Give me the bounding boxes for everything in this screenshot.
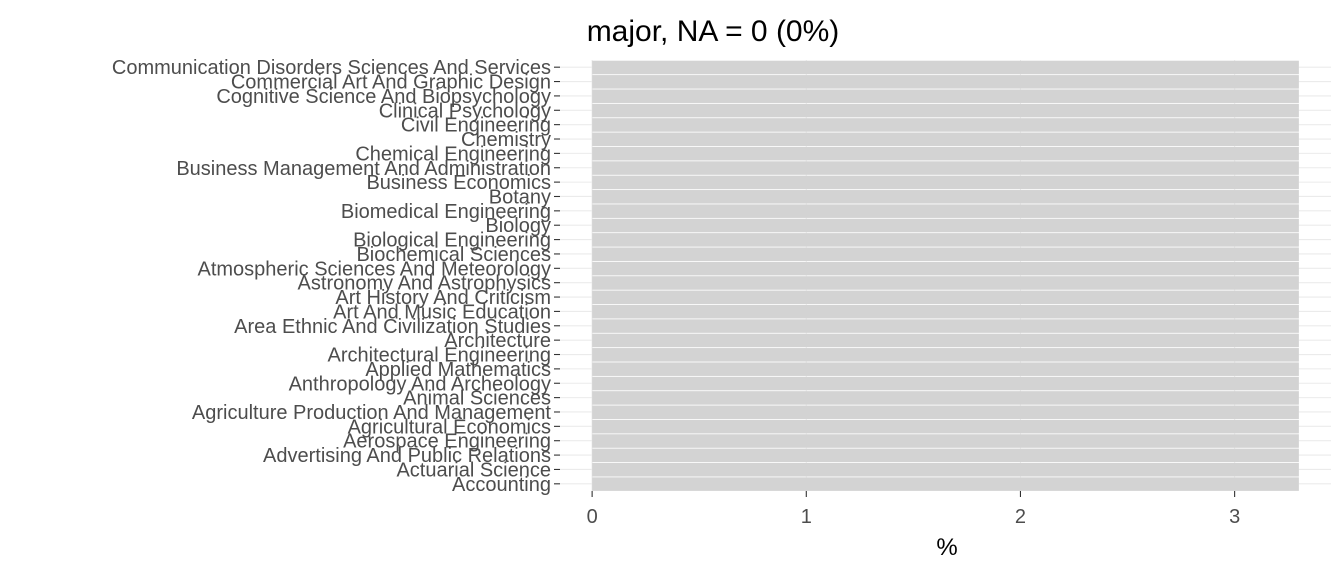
y-tick-label: Art And Music Education bbox=[333, 301, 551, 323]
y-tick-label: Business Management And Administration bbox=[176, 158, 551, 180]
y-tick-label: Atmospheric Sciences And Meteorology bbox=[197, 258, 551, 280]
x-tick-label: 0 bbox=[587, 506, 598, 528]
bar bbox=[592, 276, 1299, 290]
bar bbox=[592, 419, 1299, 434]
y-tick-label: Civil Engineering bbox=[401, 115, 551, 137]
bar bbox=[592, 462, 1299, 477]
bar bbox=[592, 118, 1299, 132]
y-tick-label: Clinical Psychology bbox=[379, 100, 551, 122]
bar bbox=[592, 362, 1299, 376]
bars-layer bbox=[592, 60, 1299, 491]
bar bbox=[592, 146, 1299, 161]
y-tick-label: Animal Sciences bbox=[403, 388, 551, 410]
bar bbox=[592, 304, 1299, 319]
bar bbox=[592, 190, 1299, 204]
y-tick-label: Actuarial Science bbox=[396, 459, 551, 481]
y-tick-label: Area Ethnic And Civilization Studies bbox=[234, 316, 551, 338]
bar bbox=[592, 175, 1299, 190]
bar bbox=[592, 391, 1299, 405]
y-tick-label: Accounting bbox=[452, 474, 551, 496]
y-tick-label: Architecture bbox=[444, 330, 551, 352]
y-tick-label: Biochemical Sciences bbox=[356, 244, 551, 266]
y-tick-label: Advertising And Public Relations bbox=[263, 445, 551, 467]
y-tick-label: Biomedical Engineering bbox=[341, 201, 551, 223]
y-tick-label: Art History And Criticism bbox=[335, 287, 551, 309]
x-tick-label: 1 bbox=[801, 506, 812, 528]
bar bbox=[592, 348, 1299, 362]
y-tick-label: Aerospace Engineering bbox=[343, 431, 551, 453]
bar bbox=[592, 60, 1299, 75]
bar bbox=[592, 132, 1299, 147]
bar bbox=[592, 319, 1299, 333]
y-tick-label: Anthropology And Archeology bbox=[289, 373, 551, 395]
y-tick-label: Chemical Engineering bbox=[355, 143, 551, 165]
y-tick-label: Communication Disorders Sciences And Ser… bbox=[112, 57, 551, 79]
y-tick-label: Applied Mathematics bbox=[365, 359, 551, 381]
y-tick-label: Botany bbox=[489, 186, 551, 208]
bar bbox=[592, 89, 1299, 103]
y-tick-label: Astronomy And Astrophysics bbox=[298, 273, 551, 295]
x-axis: 0 1 2 3 bbox=[587, 491, 1240, 528]
y-tick-label: Business Economics bbox=[366, 172, 551, 194]
bar bbox=[592, 405, 1299, 420]
y-tick-label: Biological Engineering bbox=[353, 230, 551, 252]
x-tick-label: 3 bbox=[1229, 506, 1240, 528]
y-tick-label: Architectural Engineering bbox=[328, 345, 551, 367]
chart-title: major, NA = 0 (0%) bbox=[587, 15, 840, 48]
bar bbox=[592, 376, 1299, 391]
bar bbox=[592, 247, 1299, 262]
y-tick-label: Agriculture Production And Management bbox=[192, 402, 552, 424]
bar bbox=[592, 290, 1299, 305]
bar bbox=[592, 333, 1299, 348]
y-tick-label: Biology bbox=[485, 215, 551, 237]
bar bbox=[592, 448, 1299, 463]
bar bbox=[592, 161, 1299, 175]
x-axis-title: % bbox=[936, 534, 957, 561]
bar bbox=[592, 261, 1299, 276]
bar bbox=[592, 218, 1299, 233]
y-tick-label: Cognitive Science And Biopsychology bbox=[216, 86, 551, 108]
bar bbox=[592, 204, 1299, 218]
bar bbox=[592, 103, 1299, 118]
bar bbox=[592, 434, 1299, 448]
y-tick-label: Agricultural Economics bbox=[348, 416, 551, 438]
bar bbox=[592, 477, 1299, 491]
bar bbox=[592, 233, 1299, 247]
bar bbox=[592, 75, 1299, 89]
y-tick-label: Commercial Art And Graphic Design bbox=[231, 72, 551, 94]
x-tick-label: 2 bbox=[1015, 506, 1026, 528]
y-tick-label: Chemistry bbox=[461, 129, 551, 151]
